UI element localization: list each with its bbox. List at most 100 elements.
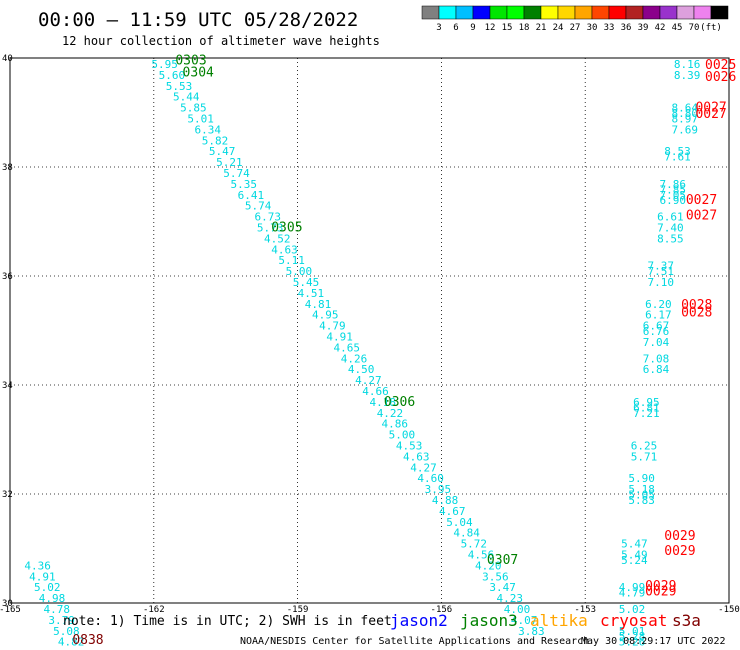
wave-height-value: 4.20 [475, 559, 502, 572]
color-scale-label: 42 [655, 23, 666, 33]
color-scale-label: 18 [519, 23, 530, 33]
color-scale-label: 70 [689, 23, 700, 33]
wave-height-value: 6.76 [643, 325, 670, 338]
wave-height-value: 7.08 [643, 352, 670, 365]
wave-height-value: 7.86 [659, 178, 686, 191]
satellite-name: jason2 [390, 611, 448, 630]
pass-label: 0027 [695, 107, 726, 122]
color-swatch [693, 5, 712, 20]
wave-height-value: 8.64 [671, 102, 698, 115]
pass-label: 0304 [183, 66, 214, 81]
wave-height-value: 5.04 [446, 516, 473, 529]
wave-height-value: 6.17 [645, 309, 672, 322]
wave-height-value: 7.21 [633, 407, 660, 420]
wave-height-value: 3.95 [425, 483, 452, 496]
wave-height-value: 4.91 [326, 330, 353, 343]
wave-height-value: 5.74 [223, 167, 250, 180]
color-scale-label: 3 [436, 23, 441, 33]
wave-height-value: 4.98 [39, 592, 65, 605]
wave-height-value: 4.27 [410, 461, 437, 474]
color-swatch [574, 5, 593, 20]
wave-height-value: 8.97 [671, 112, 698, 125]
color-swatch [625, 5, 644, 20]
pass-label: 0029 [645, 579, 676, 594]
wave-height-value: 4.66 [362, 385, 389, 398]
wave-height-value: 4.99 [619, 581, 646, 594]
color-swatch [591, 5, 610, 20]
color-swatch [710, 5, 729, 20]
color-scale-label: 9 [470, 23, 475, 33]
pass-label: 0028 [681, 306, 712, 321]
wave-height-value: 6.41 [238, 189, 265, 202]
pass-label: 0027 [695, 101, 726, 116]
color-scale-legend: 3 6 9 12 15 18 21 24 27 30 33 36 39 42 45 70 (ft) [421, 5, 729, 33]
pass-label: 0026 [705, 70, 736, 85]
wave-height-value: 4.95 [312, 309, 339, 322]
wave-height-value: 5.95 [151, 58, 178, 71]
color-scale-label: 39 [638, 23, 649, 33]
wave-height-value: 5.73 [257, 221, 284, 234]
wave-height-value: 7.51 [648, 265, 675, 278]
wave-height-value: 5.45 [293, 276, 320, 289]
wave-height-value: 6.67 [643, 320, 670, 333]
x-tick-label: -150 [718, 605, 740, 615]
wave-height-value: 7.05 [659, 189, 686, 202]
wave-height-value: 6.25 [631, 439, 658, 452]
y-tick-label: 30 [2, 599, 13, 609]
footer-note: note: 1) Time is in UTC; 2) SWH is in fe… [63, 614, 392, 629]
wave-height-value: 4.27 [355, 374, 382, 387]
wave-height-value: 6.34 [195, 123, 222, 136]
color-scale-label: 6 [453, 23, 458, 33]
wave-height-value: 4.36 [24, 559, 50, 572]
wave-height-value: 5.83 [628, 494, 655, 507]
y-tick-label: 34 [2, 381, 13, 391]
wave-height-value: 4.67 [439, 505, 466, 518]
wave-height-value: 4.91 [29, 570, 55, 583]
wave-height-value: 6.61 [657, 211, 684, 224]
wave-height-value: 7.10 [648, 276, 675, 289]
wave-height-value: 4.86 [381, 418, 408, 431]
wave-height-value: 5.35 [230, 178, 257, 191]
satellite-name: s3a [672, 611, 701, 630]
pass-label: 0029 [645, 585, 676, 600]
wave-height-value: 5.85 [180, 102, 207, 115]
color-scale-label: 45 [672, 23, 683, 33]
x-tick-label: -159 [287, 605, 309, 615]
wave-height-value: 8.80 [671, 107, 698, 120]
wave-height-value: 7.85 [659, 183, 686, 196]
color-scale-label: 36 [621, 23, 632, 33]
color-scale-label: (ft) [700, 23, 722, 33]
wave-height-value: 4.79 [619, 587, 646, 600]
wave-height-value: 5.02 [619, 603, 646, 616]
wave-height-value: 6.81 [633, 401, 660, 414]
wave-height-value: 4.53 [396, 439, 423, 452]
chart-subtitle: 12 hour collection of altimeter wave hei… [62, 34, 380, 48]
color-scale-label: 12 [485, 23, 496, 33]
wave-height-value: 4.56 [468, 548, 495, 561]
wave-height-value: 3.79 [48, 614, 74, 627]
wave-height-value: 6.73 [254, 211, 281, 224]
wave-height-value: 6.84 [643, 363, 670, 376]
pass-label: 0838 [72, 633, 103, 648]
wave-height-value: 4.84 [453, 527, 480, 540]
wave-height-value: 4.88 [432, 494, 459, 507]
wave-height-value: 4.52 [264, 232, 291, 245]
wave-height-value: 4.00 [504, 603, 531, 616]
pass-label: 0029 [664, 544, 695, 559]
x-tick-label: -162 [143, 605, 165, 615]
wave-height-value: 5.47 [621, 538, 648, 551]
chart-title: 00:00 – 11:59 UTC 05/28/2022 [38, 9, 358, 31]
wave-height-value: 4.65 [334, 341, 361, 354]
wave-height-value: 5.21 [216, 156, 243, 169]
satellite-name: altika [530, 611, 588, 630]
wave-height-value: 5.90 [628, 472, 655, 485]
color-scale-label: 27 [570, 23, 581, 33]
pass-label: 0305 [271, 220, 302, 235]
wave-height-value: 8.16 [674, 58, 701, 71]
color-swatch [421, 5, 440, 20]
color-swatch [472, 5, 491, 20]
wave-height-value: 5.74 [245, 200, 272, 213]
color-swatch [659, 5, 678, 20]
wave-height-value: 4.79 [319, 320, 346, 333]
